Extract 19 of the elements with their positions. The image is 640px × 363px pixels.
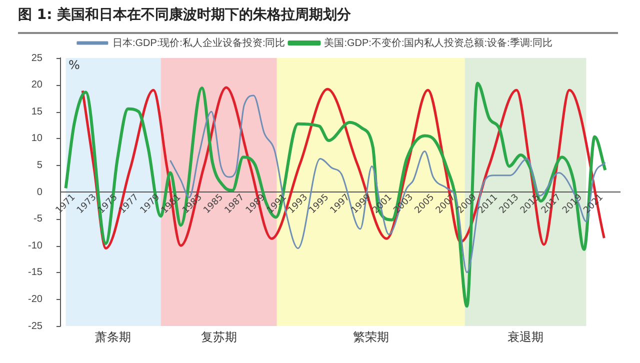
legend-label: 日本:GDP:现价:私人企业设备投资:同比 [112, 36, 286, 49]
y-tick-label: 15 [31, 106, 43, 118]
y-tick-label: -5 [34, 214, 43, 225]
band-label: 衰退期 [508, 330, 544, 344]
y-tick-label: 0 [36, 186, 43, 198]
y-tick-label: -25 [28, 320, 43, 332]
y-tick-label: 25 [31, 52, 43, 64]
legend-label: 美国:GDP:不变价:国内私人投资总额:设备:季调:同比 [324, 36, 553, 49]
y-tick-label: -15 [28, 267, 43, 278]
band-label: 萧条期 [95, 330, 132, 344]
y-tick-label: 10 [31, 133, 43, 144]
y-tick-label: -10 [28, 240, 43, 252]
band-label: 繁荣期 [352, 330, 389, 344]
chart-title: 图 1: 美国和日本在不同康波时期下的朱格拉周期划分 [18, 6, 618, 34]
y-tick-label: -20 [28, 294, 43, 305]
y-axis-title: % [68, 58, 80, 72]
y-tick-label: 20 [31, 80, 43, 91]
band-label: 复苏期 [200, 330, 237, 344]
y-tick-label: 5 [36, 160, 43, 171]
